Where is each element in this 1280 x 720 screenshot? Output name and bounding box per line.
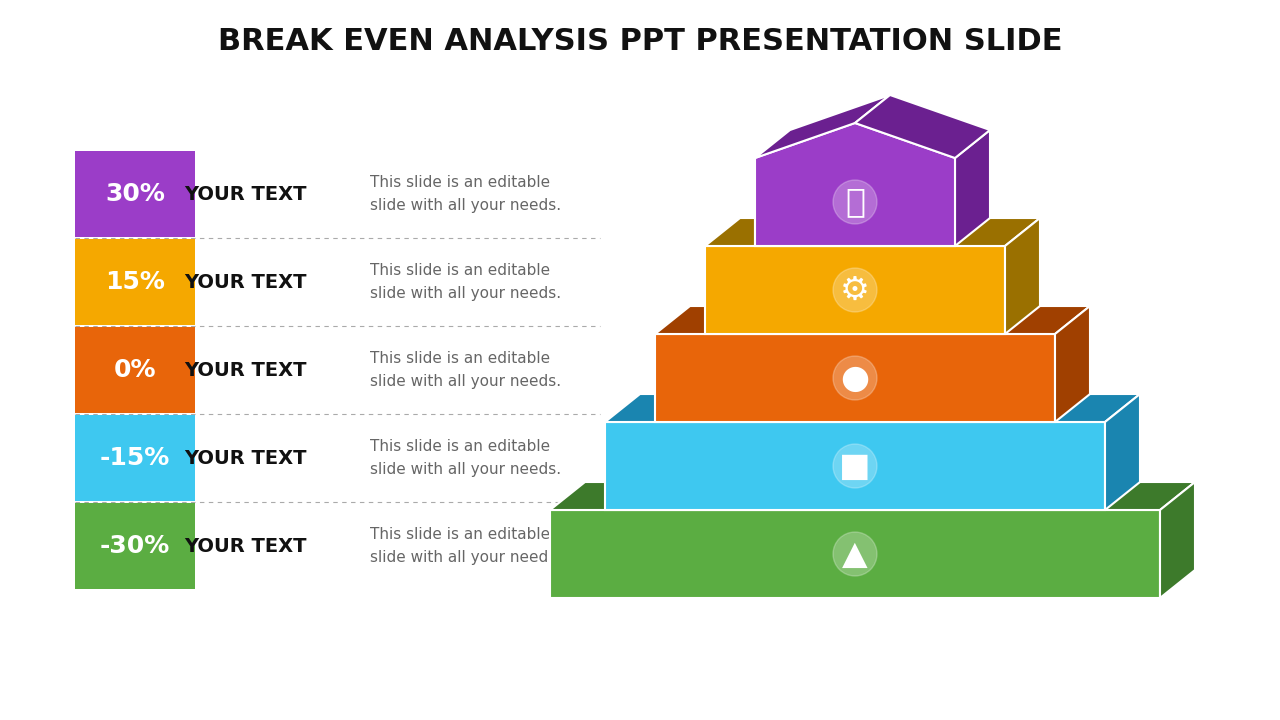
Text: YOUR TEXT: YOUR TEXT [184,449,306,467]
Polygon shape [76,503,195,589]
Circle shape [833,444,877,488]
Polygon shape [655,334,1055,422]
Polygon shape [755,158,955,246]
Polygon shape [76,415,195,501]
Text: This slide is an editable
slide with all your needs.: This slide is an editable slide with all… [370,527,561,564]
Polygon shape [705,246,1005,334]
Polygon shape [755,130,989,158]
Polygon shape [605,394,1140,422]
Polygon shape [655,306,1091,334]
Polygon shape [550,510,1160,598]
Polygon shape [76,151,195,237]
Polygon shape [955,130,989,246]
Text: ⚙: ⚙ [840,274,870,307]
Text: ■: ■ [840,449,870,482]
Circle shape [833,268,877,312]
Text: -15%: -15% [100,446,170,470]
Text: This slide is an editable
slide with all your needs.: This slide is an editable slide with all… [370,439,561,477]
Polygon shape [1105,394,1140,510]
Circle shape [833,356,877,400]
Polygon shape [76,327,195,413]
Text: YOUR TEXT: YOUR TEXT [184,184,306,204]
Text: ⭐: ⭐ [845,186,865,218]
Text: This slide is an editable
slide with all your needs.: This slide is an editable slide with all… [370,176,561,212]
Text: 0%: 0% [114,358,156,382]
Polygon shape [76,239,195,325]
Text: This slide is an editable
slide with all your needs.: This slide is an editable slide with all… [370,351,561,389]
Text: -30%: -30% [100,534,170,558]
Text: This slide is an editable
slide with all your needs.: This slide is an editable slide with all… [370,264,561,301]
Circle shape [833,532,877,576]
Polygon shape [705,218,1039,246]
Polygon shape [855,95,989,158]
Text: ▲: ▲ [842,538,868,570]
Polygon shape [1005,218,1039,334]
Text: 15%: 15% [105,270,165,294]
Polygon shape [1055,306,1091,422]
Text: YOUR TEXT: YOUR TEXT [184,536,306,556]
Polygon shape [1160,482,1196,598]
Text: YOUR TEXT: YOUR TEXT [184,361,306,379]
Polygon shape [550,482,1196,510]
Polygon shape [755,123,955,246]
Polygon shape [605,422,1105,510]
Text: 30%: 30% [105,182,165,206]
Text: ●: ● [841,361,869,395]
Polygon shape [755,95,890,158]
Text: BREAK EVEN ANALYSIS PPT PRESENTATION SLIDE: BREAK EVEN ANALYSIS PPT PRESENTATION SLI… [218,27,1062,56]
Text: YOUR TEXT: YOUR TEXT [184,272,306,292]
Circle shape [833,180,877,224]
